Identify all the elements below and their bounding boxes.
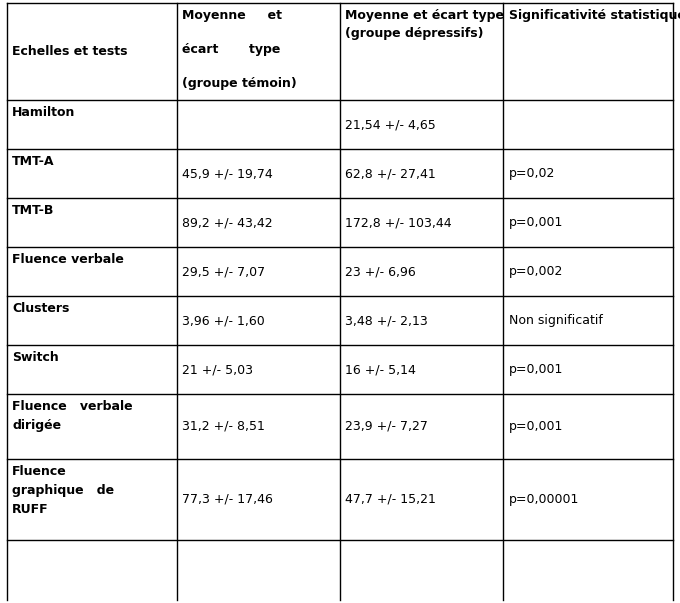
Text: Fluence verbale: Fluence verbale — [12, 253, 124, 266]
Text: Non significatif: Non significatif — [509, 314, 602, 327]
Text: Switch: Switch — [12, 351, 59, 364]
Text: Significativité statistique: Significativité statistique — [509, 9, 680, 22]
Text: p=0,001: p=0,001 — [509, 420, 563, 433]
Text: Fluence
graphique   de
RUFF: Fluence graphique de RUFF — [12, 464, 114, 516]
Text: 89,2 +/- 43,42: 89,2 +/- 43,42 — [182, 216, 273, 229]
Text: p=0,001: p=0,001 — [509, 363, 563, 376]
Text: p=0,00001: p=0,00001 — [509, 493, 579, 506]
Text: Moyenne     et

écart       type

(groupe témoin): Moyenne et écart type (groupe témoin) — [182, 9, 297, 90]
Text: 172,8 +/- 103,44: 172,8 +/- 103,44 — [345, 216, 452, 229]
Text: p=0,002: p=0,002 — [509, 265, 563, 278]
Text: Fluence   verbale
dirigée: Fluence verbale dirigée — [12, 400, 133, 432]
Text: 23,9 +/- 7,27: 23,9 +/- 7,27 — [345, 420, 428, 433]
Text: 21,54 +/- 4,65: 21,54 +/- 4,65 — [345, 118, 436, 131]
Text: Moyenne et écart type
(groupe dépressifs): Moyenne et écart type (groupe dépressifs… — [345, 9, 505, 40]
Text: Hamilton: Hamilton — [12, 106, 75, 119]
Text: Clusters: Clusters — [12, 302, 69, 315]
Text: 31,2 +/- 8,51: 31,2 +/- 8,51 — [182, 420, 265, 433]
Text: 62,8 +/- 27,41: 62,8 +/- 27,41 — [345, 167, 436, 180]
Text: 45,9 +/- 19,74: 45,9 +/- 19,74 — [182, 167, 273, 180]
Text: 21 +/- 5,03: 21 +/- 5,03 — [182, 363, 253, 376]
Text: p=0,001: p=0,001 — [509, 216, 563, 229]
Text: TMT-B: TMT-B — [12, 204, 54, 217]
Text: 16 +/- 5,14: 16 +/- 5,14 — [345, 363, 416, 376]
Text: 3,96 +/- 1,60: 3,96 +/- 1,60 — [182, 314, 265, 327]
Text: 47,7 +/- 15,21: 47,7 +/- 15,21 — [345, 493, 437, 506]
Text: TMT-A: TMT-A — [12, 156, 54, 168]
Text: p=0,02: p=0,02 — [509, 167, 555, 180]
Text: Echelles et tests: Echelles et tests — [12, 45, 128, 58]
Text: 77,3 +/- 17,46: 77,3 +/- 17,46 — [182, 493, 273, 506]
Text: 29,5 +/- 7,07: 29,5 +/- 7,07 — [182, 265, 265, 278]
Text: 3,48 +/- 2,13: 3,48 +/- 2,13 — [345, 314, 428, 327]
Text: 23 +/- 6,96: 23 +/- 6,96 — [345, 265, 416, 278]
